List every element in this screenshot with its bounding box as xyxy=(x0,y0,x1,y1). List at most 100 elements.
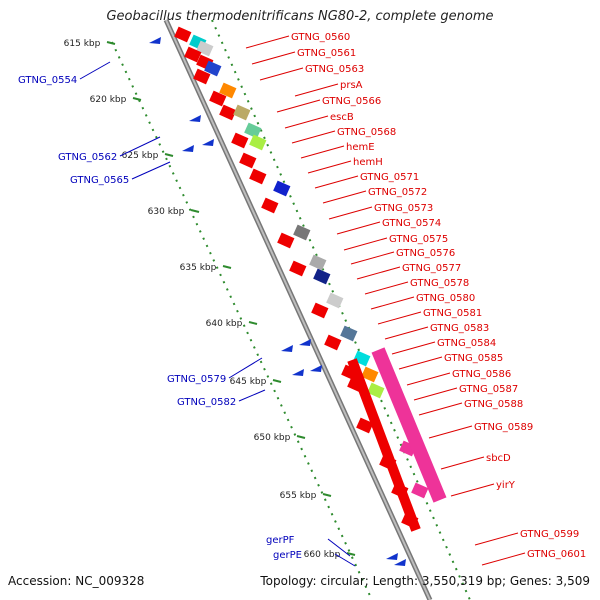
gene-feature-minus xyxy=(394,559,406,566)
gene-feature xyxy=(239,152,257,169)
kbp-tick-mark xyxy=(190,209,200,213)
gene-label[interactable]: GTNG_0586 xyxy=(452,369,511,380)
gene-feature xyxy=(340,325,358,342)
label-connector xyxy=(384,326,429,340)
gene-feature xyxy=(249,134,267,151)
label-connector xyxy=(314,175,359,189)
gene-label[interactable]: GTNG_0562 xyxy=(58,152,117,163)
gene-label[interactable]: gerPE xyxy=(273,550,302,561)
gene-label[interactable]: GTNG_0580 xyxy=(416,293,475,304)
gene-label[interactable]: GTNG_0575 xyxy=(389,234,448,245)
kbp-tick-label: 655 kbp xyxy=(280,491,317,501)
gene-feature-long xyxy=(347,358,421,532)
inner-dotted-track xyxy=(211,19,471,600)
label-connector xyxy=(284,115,329,129)
gene-label[interactable]: GTNG_0571 xyxy=(360,172,419,183)
gene-feature xyxy=(356,417,374,434)
gene-label[interactable]: GTNG_0563 xyxy=(305,64,364,75)
gene-label[interactable]: yirY xyxy=(496,480,516,491)
label-connector xyxy=(343,237,388,251)
gene-feature-minus xyxy=(281,345,293,352)
gene-label[interactable]: GTNG_0584 xyxy=(437,338,496,349)
gene-label[interactable]: GTNG_0585 xyxy=(444,353,503,364)
label-connector xyxy=(131,161,171,180)
label-connector xyxy=(328,206,373,220)
gene-label[interactable]: GTNG_0583 xyxy=(430,323,489,334)
label-connector xyxy=(276,99,321,113)
gene-feature xyxy=(293,224,311,241)
gene-feature xyxy=(361,366,379,383)
gene-label[interactable]: hemE xyxy=(346,142,375,153)
gene-label[interactable]: escB xyxy=(330,112,354,123)
gene-label[interactable]: GTNG_0560 xyxy=(291,32,350,43)
label-connector xyxy=(238,389,266,402)
gene-label[interactable]: GTNG_0554 xyxy=(18,75,77,86)
gene-feature xyxy=(249,168,267,185)
gene-feature xyxy=(174,26,192,43)
gene-label[interactable]: GTNG_0573 xyxy=(374,203,433,214)
label-connector xyxy=(364,281,409,295)
gene-feature-minus xyxy=(310,365,322,372)
gene-label[interactable]: GTNG_0574 xyxy=(382,218,441,229)
label-connector xyxy=(251,51,296,65)
gene-feature xyxy=(184,46,202,63)
label-connector xyxy=(327,538,351,557)
gene-feature-minus xyxy=(292,369,304,376)
gene-label[interactable]: GTNG_0601 xyxy=(527,549,586,560)
gene-label[interactable]: gerPF xyxy=(266,535,295,546)
gene-label[interactable]: GTNG_0588 xyxy=(464,399,523,410)
kbp-tick-label: 635 kbp xyxy=(180,263,217,273)
gene-feature-minus xyxy=(182,145,194,152)
accession-text: Accession: NC_009328 xyxy=(8,574,145,588)
label-connector xyxy=(334,553,356,567)
gene-feature xyxy=(204,60,222,77)
label-connector xyxy=(79,61,111,80)
map-title: Geobacillus thermodenitrificans NG80-2, … xyxy=(106,9,494,24)
gene-feature-minus xyxy=(386,553,398,560)
gene-label[interactable]: GTNG_0582 xyxy=(177,397,236,408)
kbp-tick-mark xyxy=(222,265,232,269)
label-connector xyxy=(440,456,485,470)
gene-label[interactable]: GTNG_0589 xyxy=(474,422,533,433)
gene-feature-minus xyxy=(299,339,311,346)
label-connector xyxy=(370,296,415,310)
outer-dotted-track xyxy=(111,41,373,600)
gene-label[interactable]: GTNG_0587 xyxy=(459,384,518,395)
gene-feature xyxy=(289,260,307,277)
gene-label[interactable]: GTNG_0599 xyxy=(520,529,579,540)
gene-label[interactable]: GTNG_0566 xyxy=(322,96,381,107)
gene-feature xyxy=(231,132,249,149)
gene-feature-minus xyxy=(149,37,161,44)
label-connector xyxy=(450,483,495,497)
gene-label[interactable]: GTNG_0578 xyxy=(410,278,469,289)
kbp-tick-label: 625 kbp xyxy=(122,151,159,161)
kbp-tick-mark xyxy=(272,379,282,383)
gene-label[interactable]: GTNG_0568 xyxy=(337,127,396,138)
gene-feature-long xyxy=(371,347,447,503)
label-connector xyxy=(474,532,519,546)
gene-label[interactable]: GTNG_0581 xyxy=(423,308,482,319)
gene-feature xyxy=(244,122,262,139)
kbp-tick-mark xyxy=(322,493,332,497)
gene-label[interactable]: prsA xyxy=(340,80,363,91)
gene-feature xyxy=(309,254,327,271)
gene-label[interactable]: GTNG_0576 xyxy=(396,248,455,259)
gene-label[interactable]: GTNG_0565 xyxy=(70,175,129,186)
gene-label[interactable]: sbcD xyxy=(486,453,511,464)
gene-label[interactable]: GTNG_0561 xyxy=(297,48,356,59)
gene-label[interactable]: GTNG_0579 xyxy=(167,374,226,385)
kbp-tick-mark xyxy=(346,552,356,556)
kbp-tick-label: 620 kbp xyxy=(90,95,127,105)
gene-label[interactable]: GTNG_0572 xyxy=(368,187,427,198)
gene-feature xyxy=(326,292,344,309)
gene-feature xyxy=(261,197,279,214)
gene-label[interactable]: GTNG_0577 xyxy=(402,263,461,274)
label-connector xyxy=(413,387,458,401)
gene-label[interactable]: hemH xyxy=(353,157,383,168)
kbp-tick-label: 615 kbp xyxy=(64,39,101,49)
gene-feature xyxy=(273,180,291,197)
label-connector xyxy=(336,221,381,235)
label-connector xyxy=(350,251,395,265)
gene-feature xyxy=(313,268,331,285)
